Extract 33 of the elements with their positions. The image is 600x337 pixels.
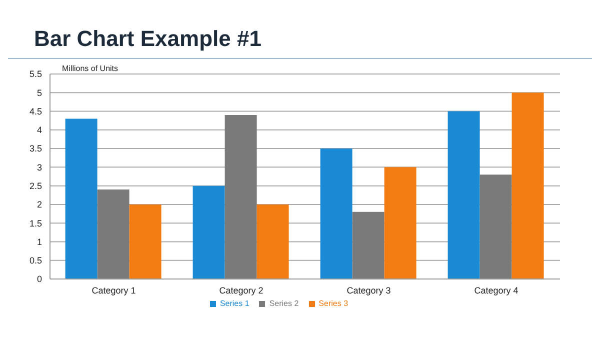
bar — [480, 174, 512, 279]
y-axis-title: Millions of Units — [62, 64, 118, 73]
x-tick-label: Category 1 — [92, 285, 136, 296]
x-tick-label: Category 3 — [346, 285, 391, 296]
y-tick-label: 0.5 — [29, 256, 42, 266]
bar — [352, 212, 384, 279]
y-tick-label: 5 — [36, 88, 42, 98]
bar — [384, 167, 416, 279]
bar — [129, 204, 162, 279]
bar — [224, 115, 257, 279]
y-tick-label: 4 — [36, 125, 42, 136]
x-tick-label: Category 4 — [474, 285, 518, 296]
y-tick-label: 0 — [36, 274, 42, 284]
legend-label: Series 1 — [220, 299, 250, 308]
bar — [65, 118, 98, 279]
bar — [512, 92, 544, 279]
y-tick-label: 1 — [36, 236, 42, 247]
y-tick-label: 4.5 — [29, 106, 42, 116]
bar — [448, 111, 480, 279]
y-tick-label: 1.5 — [29, 218, 42, 228]
y-tick-label: 5.5 — [29, 69, 42, 80]
bar — [192, 186, 225, 279]
x-tick-label: Category 2 — [219, 285, 264, 296]
y-tick-label: 3.5 — [29, 144, 42, 154]
legend-label: Series 2 — [269, 299, 299, 308]
y-tick-label: 2 — [36, 200, 42, 210]
legend-label: Series 3 — [318, 299, 348, 308]
bar — [256, 204, 289, 279]
bar — [320, 148, 352, 279]
y-tick-label: 2.5 — [29, 181, 42, 192]
chart-title: Bar Chart Example #1 — [34, 26, 262, 52]
bar — [97, 190, 130, 279]
y-tick-label: 3 — [36, 162, 42, 172]
